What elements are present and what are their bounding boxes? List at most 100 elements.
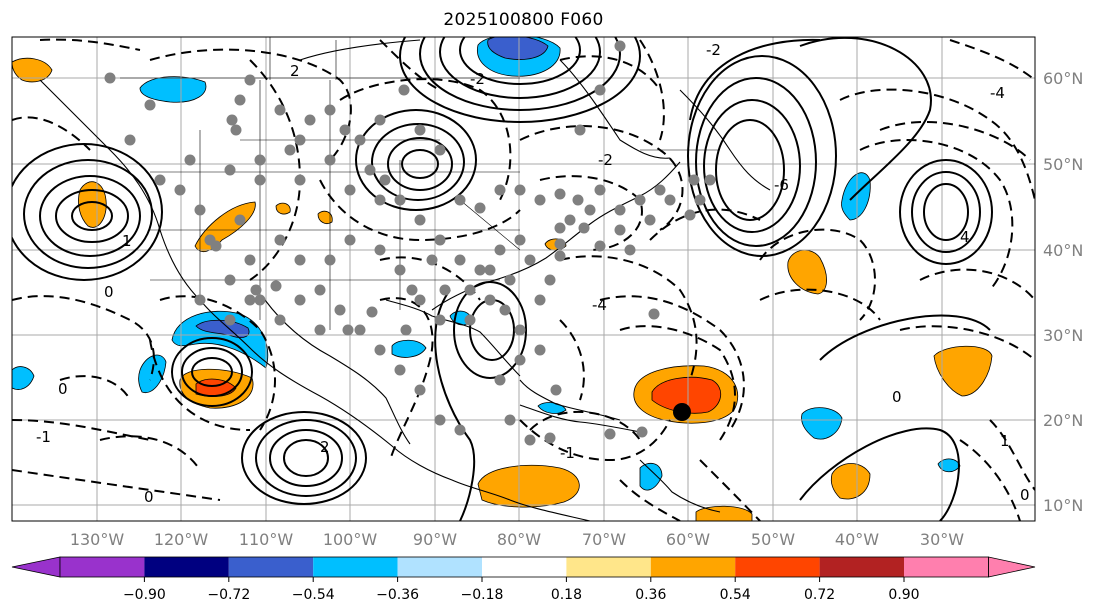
station-marker — [499, 304, 511, 316]
contour-label: -1 — [560, 444, 575, 462]
station-marker — [244, 74, 256, 86]
lon-label: 60°W — [666, 530, 710, 549]
colorbar-extend-low — [11, 556, 61, 578]
contour-label: 2 — [290, 62, 300, 80]
station-marker — [514, 234, 526, 246]
station-marker — [514, 324, 526, 336]
station-marker — [474, 202, 486, 214]
station-marker — [374, 194, 386, 206]
station-marker — [644, 214, 656, 226]
station-marker — [244, 294, 256, 306]
anomaly-positive — [933, 345, 993, 397]
contours-positive — [12, 37, 993, 521]
station-marker — [226, 114, 238, 126]
contour-labels: 0 0 0 -1 -2 2 -2 -4 -6 4 -1 1 -4 0 2 0 -… — [36, 41, 1030, 506]
station-marker — [454, 254, 466, 266]
station-marker — [224, 164, 236, 176]
station-marker — [426, 254, 438, 266]
colorbar-tick-label: 0.72 — [804, 587, 835, 603]
station-marker — [324, 154, 336, 166]
colorbar-segment — [397, 557, 482, 577]
station-marker — [664, 194, 676, 206]
colorbar-tick-label: 0.36 — [635, 587, 666, 603]
station-marker — [484, 294, 496, 306]
station-marker — [342, 324, 354, 336]
station-marker — [414, 214, 426, 226]
lat-label: 20°N — [1043, 411, 1083, 430]
station-markers — [104, 40, 716, 446]
station-marker — [354, 134, 366, 146]
station-marker — [250, 284, 262, 296]
station-marker — [439, 284, 451, 296]
colorbar-segment — [735, 557, 820, 577]
station-marker — [379, 174, 391, 186]
colorbar-segment — [904, 557, 989, 577]
lat-label: 60°N — [1043, 69, 1083, 88]
station-marker — [194, 294, 206, 306]
station-marker — [594, 84, 606, 96]
lat-label: 50°N — [1043, 155, 1083, 174]
station-marker — [174, 184, 186, 196]
anomaly-positive — [275, 202, 291, 215]
anomaly-negative — [801, 407, 843, 440]
station-marker — [254, 174, 266, 186]
station-marker — [314, 284, 326, 296]
station-marker — [554, 188, 566, 200]
station-marker — [210, 240, 222, 252]
contour-label: 0 — [892, 388, 902, 406]
station-marker — [230, 124, 242, 136]
lon-label: 50°W — [751, 530, 795, 549]
lat-label: 40°N — [1043, 241, 1083, 260]
station-marker — [254, 294, 266, 306]
colorbar-tick-label: −0.90 — [123, 587, 166, 603]
anomaly-positive — [12, 57, 53, 83]
station-marker — [334, 304, 346, 316]
station-marker — [144, 99, 156, 111]
station-marker — [572, 194, 584, 206]
map-frame-border — [11, 36, 1036, 522]
station-marker — [394, 264, 406, 276]
contour-label: -4 — [592, 296, 607, 314]
colorbar: −0.90 −0.72 −0.54 −0.36 −0.18 0.18 0.36 … — [11, 556, 1036, 603]
lon-label: 80°W — [497, 530, 541, 549]
station-marker — [224, 274, 236, 286]
station-marker — [614, 40, 626, 52]
contour-label: -6 — [774, 176, 789, 194]
colorbar-segment — [566, 557, 651, 577]
station-marker — [398, 84, 410, 96]
anomaly-negative — [139, 76, 207, 103]
contours-negative — [12, 38, 1035, 521]
contour-label: -4 — [990, 84, 1005, 102]
colorbar-segment — [228, 557, 314, 577]
colorbar-ticks — [143, 577, 905, 582]
contour-label: 0 — [58, 380, 68, 398]
station-marker — [339, 124, 351, 136]
station-marker — [294, 294, 306, 306]
station-marker — [494, 184, 506, 196]
station-marker — [274, 104, 286, 116]
colorbar-tick-label: 0.54 — [720, 587, 751, 603]
lon-label: 90°W — [413, 530, 457, 549]
station-marker — [504, 274, 516, 286]
station-marker — [374, 114, 386, 126]
station-marker — [224, 314, 236, 326]
station-marker — [270, 280, 282, 292]
station-marker — [550, 384, 562, 396]
contour-label: 4 — [960, 228, 970, 246]
station-marker — [634, 194, 646, 206]
colorbar-tick-label: −0.18 — [461, 587, 504, 603]
anomaly-positive — [78, 181, 107, 228]
station-marker — [648, 308, 660, 320]
contour-label: -1 — [36, 428, 51, 446]
station-marker — [654, 184, 666, 196]
contour-label: 1 — [1000, 432, 1010, 450]
station-marker — [406, 284, 418, 296]
lon-label: 120°W — [154, 530, 209, 549]
station-marker — [254, 154, 266, 166]
lon-label: 100°W — [323, 530, 378, 549]
anomaly-strong-positive — [651, 376, 721, 414]
station-marker — [544, 432, 556, 444]
station-marker — [374, 344, 386, 356]
colorbar-tick-label: −0.72 — [207, 587, 250, 603]
